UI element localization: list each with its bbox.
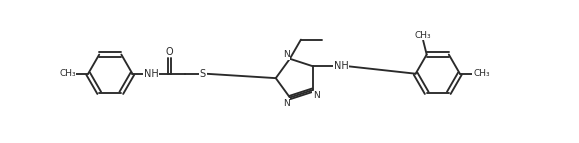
Text: CH₃: CH₃ [59,69,76,78]
Text: CH₃: CH₃ [473,69,490,78]
Text: NH: NH [334,61,349,71]
Text: CH₃: CH₃ [415,31,431,40]
Text: O: O [166,47,173,57]
Text: N: N [283,50,290,59]
Text: S: S [200,69,206,79]
Text: N: N [313,91,320,100]
Text: NH: NH [144,69,159,79]
Text: N: N [283,99,290,108]
